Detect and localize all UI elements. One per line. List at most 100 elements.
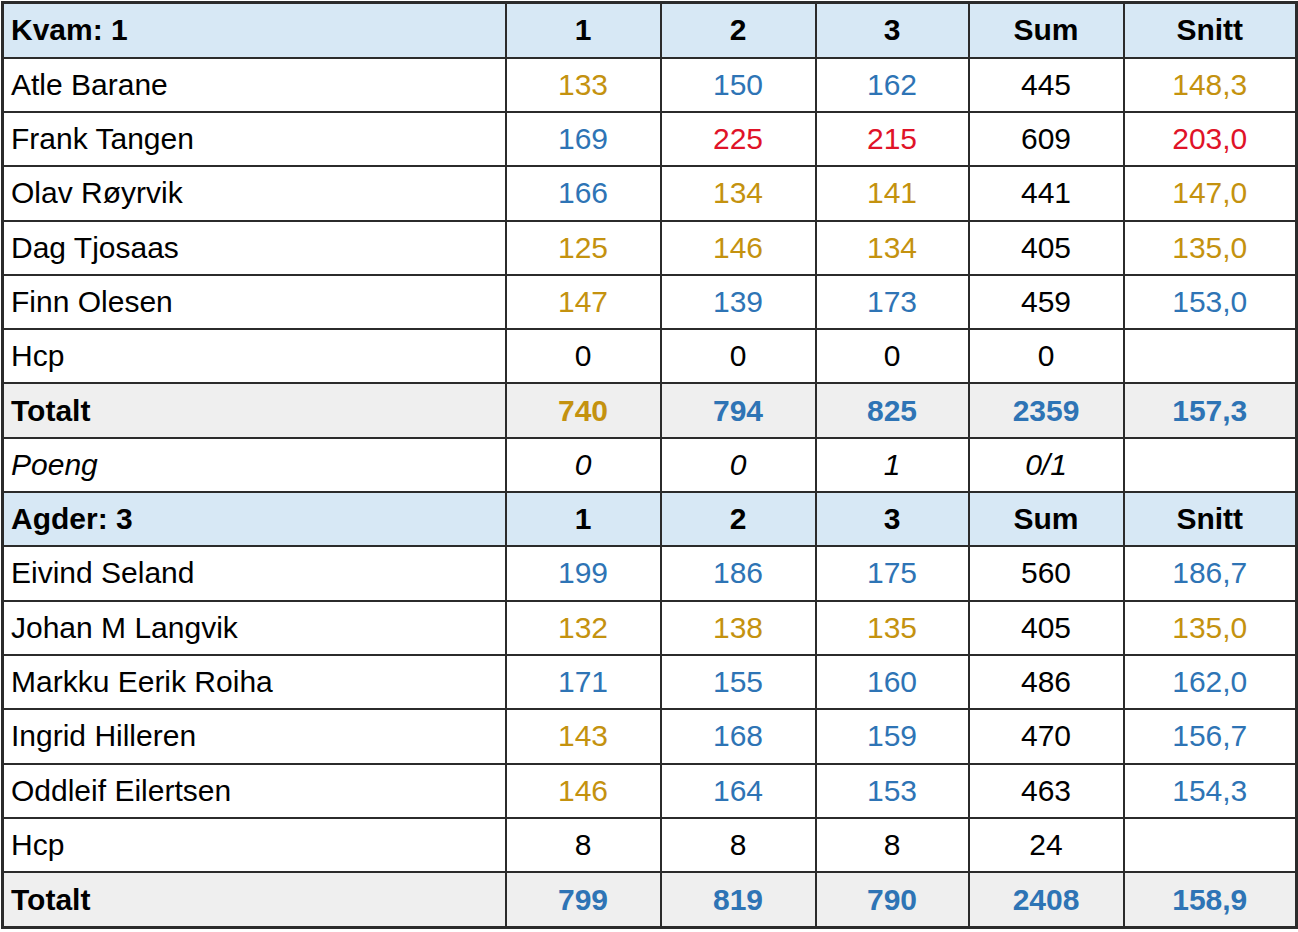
score-cell: 150 bbox=[661, 58, 816, 112]
score-cell: 135,0 bbox=[1124, 221, 1297, 275]
player-name: Dag Tjosaas bbox=[3, 221, 506, 275]
column-header: 2 bbox=[661, 492, 816, 546]
score-cell: 147 bbox=[506, 275, 661, 329]
score-cell: 175 bbox=[816, 546, 969, 600]
score-cell: 1 bbox=[816, 438, 969, 492]
score-cell: 143 bbox=[506, 709, 661, 763]
score-cell: 470 bbox=[969, 709, 1124, 763]
score-cell: 0 bbox=[506, 438, 661, 492]
score-cell: 203,0 bbox=[1124, 112, 1297, 166]
column-header: 1 bbox=[506, 492, 661, 546]
score-cell: 486 bbox=[969, 655, 1124, 709]
total-label: Totalt bbox=[3, 872, 506, 927]
score-cell: 0 bbox=[816, 329, 969, 383]
score-cell: 463 bbox=[969, 764, 1124, 818]
score-cell: 799 bbox=[506, 872, 661, 927]
column-header: 1 bbox=[506, 3, 661, 58]
score-cell: 166 bbox=[506, 166, 661, 220]
total-label: Totalt bbox=[3, 383, 506, 437]
poeng-label: Poeng bbox=[3, 438, 506, 492]
score-cell: 164 bbox=[661, 764, 816, 818]
column-header: Snitt bbox=[1124, 3, 1297, 58]
hcp-label: Hcp bbox=[3, 818, 506, 872]
score-cell: 459 bbox=[969, 275, 1124, 329]
score-cell: 162,0 bbox=[1124, 655, 1297, 709]
player-row: Markku Eerik Roiha171155160486162,0 bbox=[3, 655, 1297, 709]
hcp-row: Hcp0000 bbox=[3, 329, 1297, 383]
score-cell: 2359 bbox=[969, 383, 1124, 437]
score-cell: 225 bbox=[661, 112, 816, 166]
player-name: Ingrid Hilleren bbox=[3, 709, 506, 763]
score-cell: 609 bbox=[969, 112, 1124, 166]
score-cell: 199 bbox=[506, 546, 661, 600]
score-cell: 154,3 bbox=[1124, 764, 1297, 818]
score-cell: 135 bbox=[816, 601, 969, 655]
player-name: Johan M Langvik bbox=[3, 601, 506, 655]
score-cell: 0 bbox=[661, 438, 816, 492]
total-row: Totalt7407948252359157,3 bbox=[3, 383, 1297, 437]
score-cell: 186,7 bbox=[1124, 546, 1297, 600]
player-row: Olav Røyrvik166134141441147,0 bbox=[3, 166, 1297, 220]
score-cell: 24 bbox=[969, 818, 1124, 872]
score-cell bbox=[1124, 818, 1297, 872]
score-cell: 157,3 bbox=[1124, 383, 1297, 437]
score-cell: 134 bbox=[816, 221, 969, 275]
score-cell: 148,3 bbox=[1124, 58, 1297, 112]
score-cell: 186 bbox=[661, 546, 816, 600]
player-row: Finn Olesen147139173459153,0 bbox=[3, 275, 1297, 329]
column-header: Snitt bbox=[1124, 492, 1297, 546]
score-cell: 141 bbox=[816, 166, 969, 220]
score-cell: 169 bbox=[506, 112, 661, 166]
score-cell: 168 bbox=[661, 709, 816, 763]
player-name: Eivind Seland bbox=[3, 546, 506, 600]
column-header: 2 bbox=[661, 3, 816, 58]
score-cell: 445 bbox=[969, 58, 1124, 112]
score-cell: 125 bbox=[506, 221, 661, 275]
score-cell: 740 bbox=[506, 383, 661, 437]
score-cell bbox=[1124, 438, 1297, 492]
score-cell bbox=[1124, 329, 1297, 383]
hcp-row: Hcp88824 bbox=[3, 818, 1297, 872]
player-row: Oddleif Eilertsen146164153463154,3 bbox=[3, 764, 1297, 818]
match-results-table: Kvam: 1123SumSnittAtle Barane13315016244… bbox=[1, 1, 1298, 929]
player-name: Finn Olesen bbox=[3, 275, 506, 329]
player-name: Olav Røyrvik bbox=[3, 166, 506, 220]
score-cell: 146 bbox=[661, 221, 816, 275]
score-cell: 0 bbox=[661, 329, 816, 383]
player-name: Frank Tangen bbox=[3, 112, 506, 166]
poeng-row: Poeng0010/1 bbox=[3, 438, 1297, 492]
column-header: 3 bbox=[816, 3, 969, 58]
score-cell: 560 bbox=[969, 546, 1124, 600]
team-header-row: Kvam: 1123SumSnitt bbox=[3, 3, 1297, 58]
player-name: Atle Barane bbox=[3, 58, 506, 112]
score-cell: 171 bbox=[506, 655, 661, 709]
score-cell: 441 bbox=[969, 166, 1124, 220]
score-cell: 139 bbox=[661, 275, 816, 329]
score-cell: 819 bbox=[661, 872, 816, 927]
score-cell: 132 bbox=[506, 601, 661, 655]
team-header-row: Agder: 3123SumSnitt bbox=[3, 492, 1297, 546]
score-cell: 146 bbox=[506, 764, 661, 818]
score-cell: 138 bbox=[661, 601, 816, 655]
score-cell: 8 bbox=[816, 818, 969, 872]
score-cell: 2408 bbox=[969, 872, 1124, 927]
score-cell: 153 bbox=[816, 764, 969, 818]
team-name: Agder: 3 bbox=[3, 492, 506, 546]
team-name: Kvam: 1 bbox=[3, 3, 506, 58]
score-cell: 155 bbox=[661, 655, 816, 709]
score-cell: 153,0 bbox=[1124, 275, 1297, 329]
score-cell: 0 bbox=[969, 329, 1124, 383]
column-header: Sum bbox=[969, 492, 1124, 546]
score-cell: 8 bbox=[661, 818, 816, 872]
player-row: Ingrid Hilleren143168159470156,7 bbox=[3, 709, 1297, 763]
score-cell: 160 bbox=[816, 655, 969, 709]
score-cell: 405 bbox=[969, 601, 1124, 655]
player-row: Johan M Langvik132138135405135,0 bbox=[3, 601, 1297, 655]
score-cell: 794 bbox=[661, 383, 816, 437]
score-cell: 134 bbox=[661, 166, 816, 220]
hcp-label: Hcp bbox=[3, 329, 506, 383]
player-row: Eivind Seland199186175560186,7 bbox=[3, 546, 1297, 600]
score-cell: 159 bbox=[816, 709, 969, 763]
score-cell: 405 bbox=[969, 221, 1124, 275]
score-cell: 133 bbox=[506, 58, 661, 112]
